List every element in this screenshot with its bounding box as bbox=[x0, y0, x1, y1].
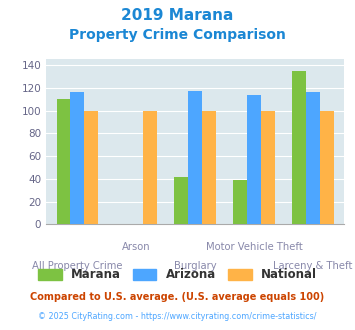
Text: Burglary: Burglary bbox=[174, 260, 217, 271]
Bar bbox=[70, 92, 84, 224]
Bar bbox=[202, 111, 216, 224]
Legend: Marana, Arizona, National: Marana, Arizona, National bbox=[34, 265, 321, 285]
Text: 2019 Marana: 2019 Marana bbox=[121, 8, 234, 23]
Bar bbox=[261, 111, 275, 224]
Bar bbox=[174, 177, 188, 224]
Text: All Property Crime: All Property Crime bbox=[32, 260, 122, 271]
Bar bbox=[306, 92, 320, 224]
Text: Motor Vehicle Theft: Motor Vehicle Theft bbox=[206, 243, 302, 252]
Text: Compared to U.S. average. (U.S. average equals 100): Compared to U.S. average. (U.S. average … bbox=[31, 292, 324, 302]
Bar bbox=[143, 111, 157, 224]
Text: © 2025 CityRating.com - https://www.cityrating.com/crime-statistics/: © 2025 CityRating.com - https://www.city… bbox=[38, 312, 317, 321]
Bar bbox=[320, 111, 334, 224]
Bar bbox=[84, 111, 98, 224]
Bar bbox=[247, 95, 261, 224]
Text: Property Crime Comparison: Property Crime Comparison bbox=[69, 28, 286, 42]
Text: Larceny & Theft: Larceny & Theft bbox=[273, 260, 353, 271]
Text: Arson: Arson bbox=[122, 243, 151, 252]
Bar bbox=[233, 180, 247, 224]
Bar bbox=[56, 99, 70, 224]
Bar bbox=[292, 71, 306, 224]
Bar bbox=[188, 91, 202, 224]
